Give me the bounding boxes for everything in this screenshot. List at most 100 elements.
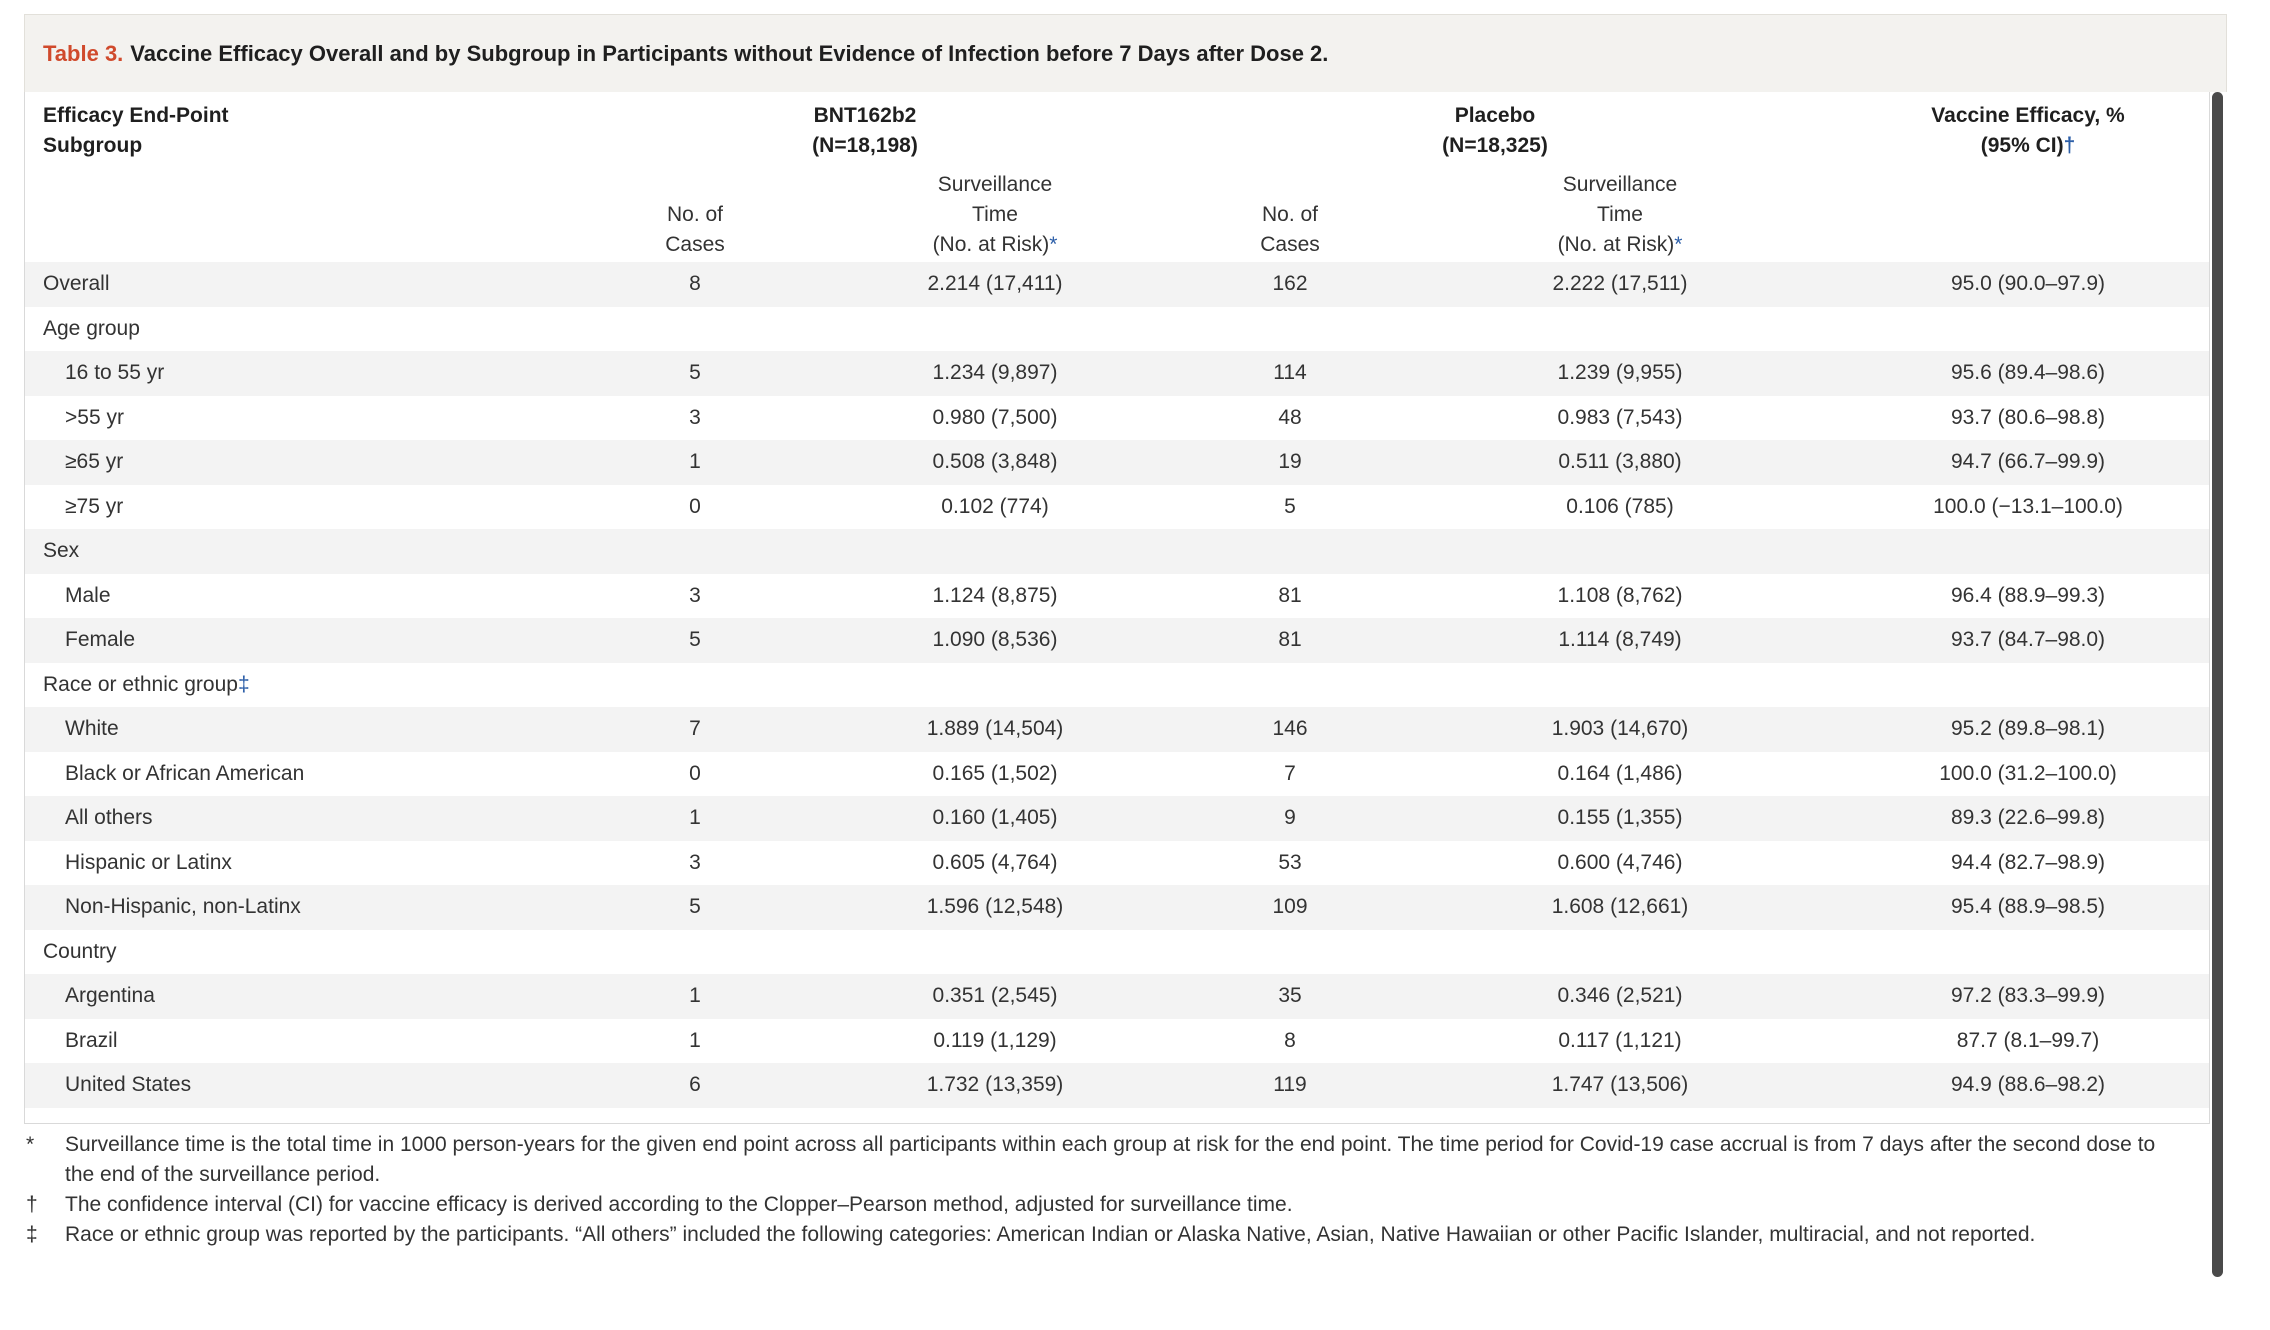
table-row: Non-Hispanic, non-Latinx 5 1.596 (12,548) 1…	[25, 885, 2209, 930]
row-label: United States	[25, 1063, 585, 1108]
header-placebo-cases: No. of Cases	[1260, 203, 1320, 256]
vaccine-efficacy-cell: 95.0 (90.0–97.9)	[1845, 262, 2209, 307]
placebo-surveillance-cell: 1.239 (9,955)	[1395, 351, 1845, 396]
placebo-surveillance-cell: 0.117 (1,121)	[1558, 1028, 1682, 1052]
bnt-surveillance-cell: 0.605 (4,764)	[932, 850, 1058, 874]
header-bnt-cases: No. of Cases	[665, 203, 725, 256]
placebo-surveillance-cell	[1395, 663, 1845, 708]
row-label: Black or African American	[25, 752, 585, 797]
footnote-symbol: ‡	[26, 1223, 38, 1246]
placebo-cases-cell	[1185, 529, 1395, 574]
header-placebo-surveillance: Surveillance Time (No. at Risk)*	[1557, 173, 1683, 256]
row-label: Male	[25, 574, 585, 619]
row-label: Brazil	[25, 1019, 585, 1064]
vaccine-efficacy-cell: 100.0 (−13.1–100.0)	[1933, 494, 2123, 518]
bnt-cases-cell	[585, 663, 805, 708]
row-label-text: Age group	[43, 316, 140, 340]
vertical-scrollbar[interactable]	[2212, 92, 2223, 1277]
placebo-surveillance-cell: 1.114 (8,749)	[1395, 618, 1845, 663]
asterisk-footnote-link[interactable]: *	[1674, 233, 1683, 256]
bnt-cases-cell: 0	[689, 494, 701, 518]
placebo-surveillance-cell: 0.106 (785)	[1566, 494, 1674, 518]
row-label: Race or ethnic group‡	[25, 663, 585, 708]
placebo-surveillance-cell: 0.346 (2,521)	[1395, 974, 1845, 1019]
row-label: Non-Hispanic, non-Latinx	[25, 885, 585, 930]
bnt-surveillance-cell: 1.090 (8,536)	[805, 618, 1185, 663]
header-empty	[25, 170, 585, 262]
placebo-cases-cell: 19	[1185, 440, 1395, 485]
bnt-cases-cell: 0	[689, 761, 701, 785]
placebo-cases-cell: 53	[1278, 850, 1302, 874]
bnt-cases-cell: 1	[585, 796, 805, 841]
table-row: Hispanic or Latinx 3 0.605 (4,764) 53 0.600 …	[25, 841, 2209, 886]
bnt-cases-cell: 8	[585, 262, 805, 307]
placebo-cases-cell: 109	[1185, 885, 1395, 930]
footnote-symbol: †	[26, 1193, 38, 1216]
row-label-text: 16 to 55 yr	[65, 361, 165, 385]
placebo-surveillance-cell: 0.164 (1,486)	[1557, 761, 1683, 785]
vaccine-efficacy-cell	[1845, 307, 2209, 352]
vaccine-efficacy-cell: 100.0 (31.2–100.0)	[1939, 761, 2117, 785]
footnote: ‡ Race or ethnic group was reported by th…	[24, 1220, 2174, 1250]
bnt-cases-cell	[585, 529, 805, 574]
row-label: Hispanic or Latinx	[25, 841, 585, 886]
row-label: Age group	[25, 307, 585, 352]
table-row: Age group	[25, 307, 2209, 352]
placebo-surveillance-cell	[1395, 930, 1845, 975]
row-label-text: Male	[65, 583, 111, 607]
bnt-cases-cell: 7	[585, 707, 805, 752]
bnt-surveillance-cell: 0.102 (774)	[941, 494, 1049, 518]
row-label-text: Argentina	[65, 984, 155, 1008]
table-row: Male 3 1.124 (8,875) 81 1.108 (8,762) 96.4 (8…	[25, 574, 2209, 619]
efficacy-table: Efficacy End-Point Subgroup BNT162b2 (N=…	[25, 92, 2209, 1108]
dagger-footnote-link[interactable]: †	[2063, 134, 2076, 157]
placebo-cases-cell: 35	[1185, 974, 1395, 1019]
table-caption: Table 3. Vaccine Efficacy Overall and by…	[24, 14, 2227, 92]
placebo-cases-cell: 119	[1185, 1063, 1395, 1108]
vaccine-efficacy-cell: 93.7 (80.6–98.8)	[1950, 405, 2106, 429]
vaccine-efficacy-cell: 94.9 (88.6–98.2)	[1845, 1063, 2209, 1108]
row-label-text: White	[65, 717, 119, 741]
placebo-cases-cell: 48	[1278, 405, 1302, 429]
table-row: Overall 8 2.214 (17,411) 162 2.222 (17,511) 9…	[25, 262, 2209, 307]
placebo-cases-cell: 5	[1284, 494, 1296, 518]
row-label-text: Race or ethnic group	[43, 672, 238, 696]
table-row: Sex	[25, 529, 2209, 574]
header-vaccine-efficacy: Vaccine Efficacy, % (95% CI)†	[1931, 104, 2125, 157]
bnt-cases-cell: 5	[585, 351, 805, 396]
bnt-surveillance-cell: 1.234 (9,897)	[805, 351, 1185, 396]
header-empty	[1845, 170, 2209, 262]
bnt-surveillance-cell	[805, 307, 1185, 352]
placebo-surveillance-cell: 0.600 (4,746)	[1557, 850, 1683, 874]
header-bnt162b2: BNT162b2 (N=18,198)	[812, 104, 918, 157]
bnt-cases-cell	[585, 930, 805, 975]
vaccine-efficacy-cell: 94.7 (66.7–99.9)	[1845, 440, 2209, 485]
row-label-text: Overall	[43, 272, 110, 296]
row-label: White	[25, 707, 585, 752]
vaccine-efficacy-cell: 95.4 (88.9–98.5)	[1845, 885, 2209, 930]
row-label-text: All others	[65, 806, 153, 830]
row-label-text: >55 yr	[65, 405, 124, 429]
header-placebo: Placebo (N=18,325)	[1442, 104, 1548, 157]
bnt-cases-cell: 3	[689, 405, 701, 429]
vaccine-efficacy-cell: 89.3 (22.6–99.8)	[1845, 796, 2209, 841]
table-row: ≥75 yr 0 0.102 (774) 5 0.106 (785) 100.0 (−13…	[25, 485, 2209, 530]
row-label: 16 to 55 yr	[25, 351, 585, 396]
placebo-surveillance-cell: 1.903 (14,670)	[1395, 707, 1845, 752]
row-label: ≥65 yr	[25, 440, 585, 485]
row-label: Country	[25, 930, 585, 975]
vaccine-efficacy-cell: 95.6 (89.4–98.6)	[1845, 351, 2209, 396]
row-label-text: Country	[43, 939, 117, 963]
bnt-surveillance-cell: 0.980 (7,500)	[932, 405, 1058, 429]
double-dagger-footnote-link[interactable]: ‡	[237, 672, 250, 696]
bnt-cases-cell: 6	[585, 1063, 805, 1108]
table-scroll-area[interactable]: Efficacy End-Point Subgroup BNT162b2 (N=…	[24, 92, 2210, 1124]
bnt-surveillance-cell: 0.508 (3,848)	[805, 440, 1185, 485]
row-label: ≥75 yr	[25, 485, 585, 530]
header-row-subcolumns: No. of Cases Surveillance Time (No. at R…	[25, 170, 2209, 262]
asterisk-footnote-link[interactable]: *	[1049, 233, 1058, 256]
vaccine-efficacy-cell: 94.4 (82.7–98.9)	[1950, 850, 2106, 874]
placebo-cases-cell	[1185, 930, 1395, 975]
bnt-surveillance-cell: 0.165 (1,502)	[932, 761, 1058, 785]
row-label: Argentina	[25, 974, 585, 1019]
